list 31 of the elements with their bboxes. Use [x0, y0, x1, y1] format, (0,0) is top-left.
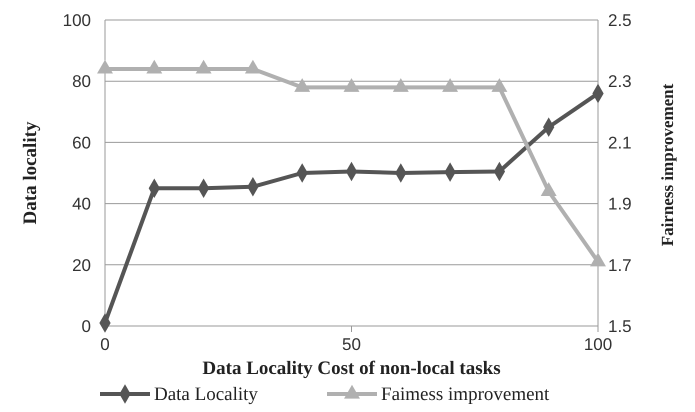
y2-tick-label: 1.7 — [608, 256, 632, 275]
y-tick-label: 100 — [62, 11, 91, 30]
point — [97, 60, 113, 74]
point — [491, 78, 508, 92]
legend-label: Faimess improvement — [381, 384, 550, 405]
point — [294, 78, 310, 92]
point — [344, 78, 360, 92]
y-tick-label: 0 — [82, 317, 91, 336]
point — [442, 78, 458, 92]
x-tick-label: 100 — [584, 335, 612, 354]
point — [590, 252, 606, 266]
y2-tick-label: 2.1 — [608, 133, 632, 152]
y-tick-label: 40 — [72, 194, 91, 214]
y2-tick-label: 1.9 — [608, 194, 632, 214]
point — [244, 60, 261, 74]
y2-axis-title: Fairness improvement — [658, 83, 677, 246]
point — [392, 78, 409, 92]
y-tick-label: 80 — [72, 72, 91, 92]
y2-tick-label: 2.5 — [608, 11, 632, 30]
y2-tick-label: 2.3 — [608, 72, 632, 92]
point — [146, 60, 162, 74]
point — [196, 60, 212, 74]
x-tick-label: 50 — [342, 335, 361, 354]
y-tick-label: 60 — [72, 133, 91, 152]
y-axis-title: Data locality — [20, 121, 41, 224]
x-tick-label: 0 — [100, 335, 110, 354]
y2-tick-label: 1.5 — [608, 317, 632, 336]
x-axis-title: Data Locality Cost of non-local tasks — [202, 358, 501, 379]
point — [540, 182, 557, 196]
y-tick-label: 20 — [72, 256, 91, 275]
legend-label: Data Locality — [154, 384, 258, 405]
